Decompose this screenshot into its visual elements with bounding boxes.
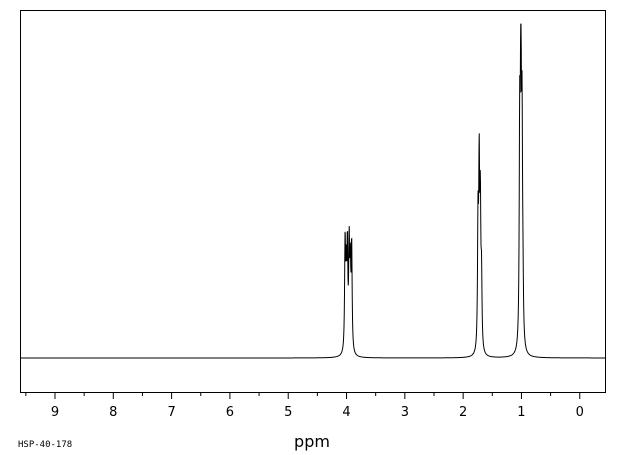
tick-label-0: 0 [576, 405, 584, 420]
x-axis-ticks [25, 392, 581, 399]
sample-code-label: HSP-40-178 [18, 440, 72, 450]
tick-label-8: 8 [109, 405, 117, 420]
tick-label-7: 7 [167, 405, 175, 420]
x-axis-tick-labels: 9 8 7 6 5 4 3 2 1 0 [51, 405, 584, 420]
tick-label-5: 5 [284, 405, 292, 420]
tick-label-3: 3 [401, 405, 409, 420]
x-axis-title: ppm [294, 432, 330, 451]
spectrum-trace [21, 23, 605, 359]
tick-label-1: 1 [517, 405, 525, 420]
tick-label-2: 2 [459, 405, 467, 420]
tick-label-6: 6 [226, 405, 234, 420]
tick-label-9: 9 [51, 405, 59, 420]
tick-label-4: 4 [342, 405, 350, 420]
